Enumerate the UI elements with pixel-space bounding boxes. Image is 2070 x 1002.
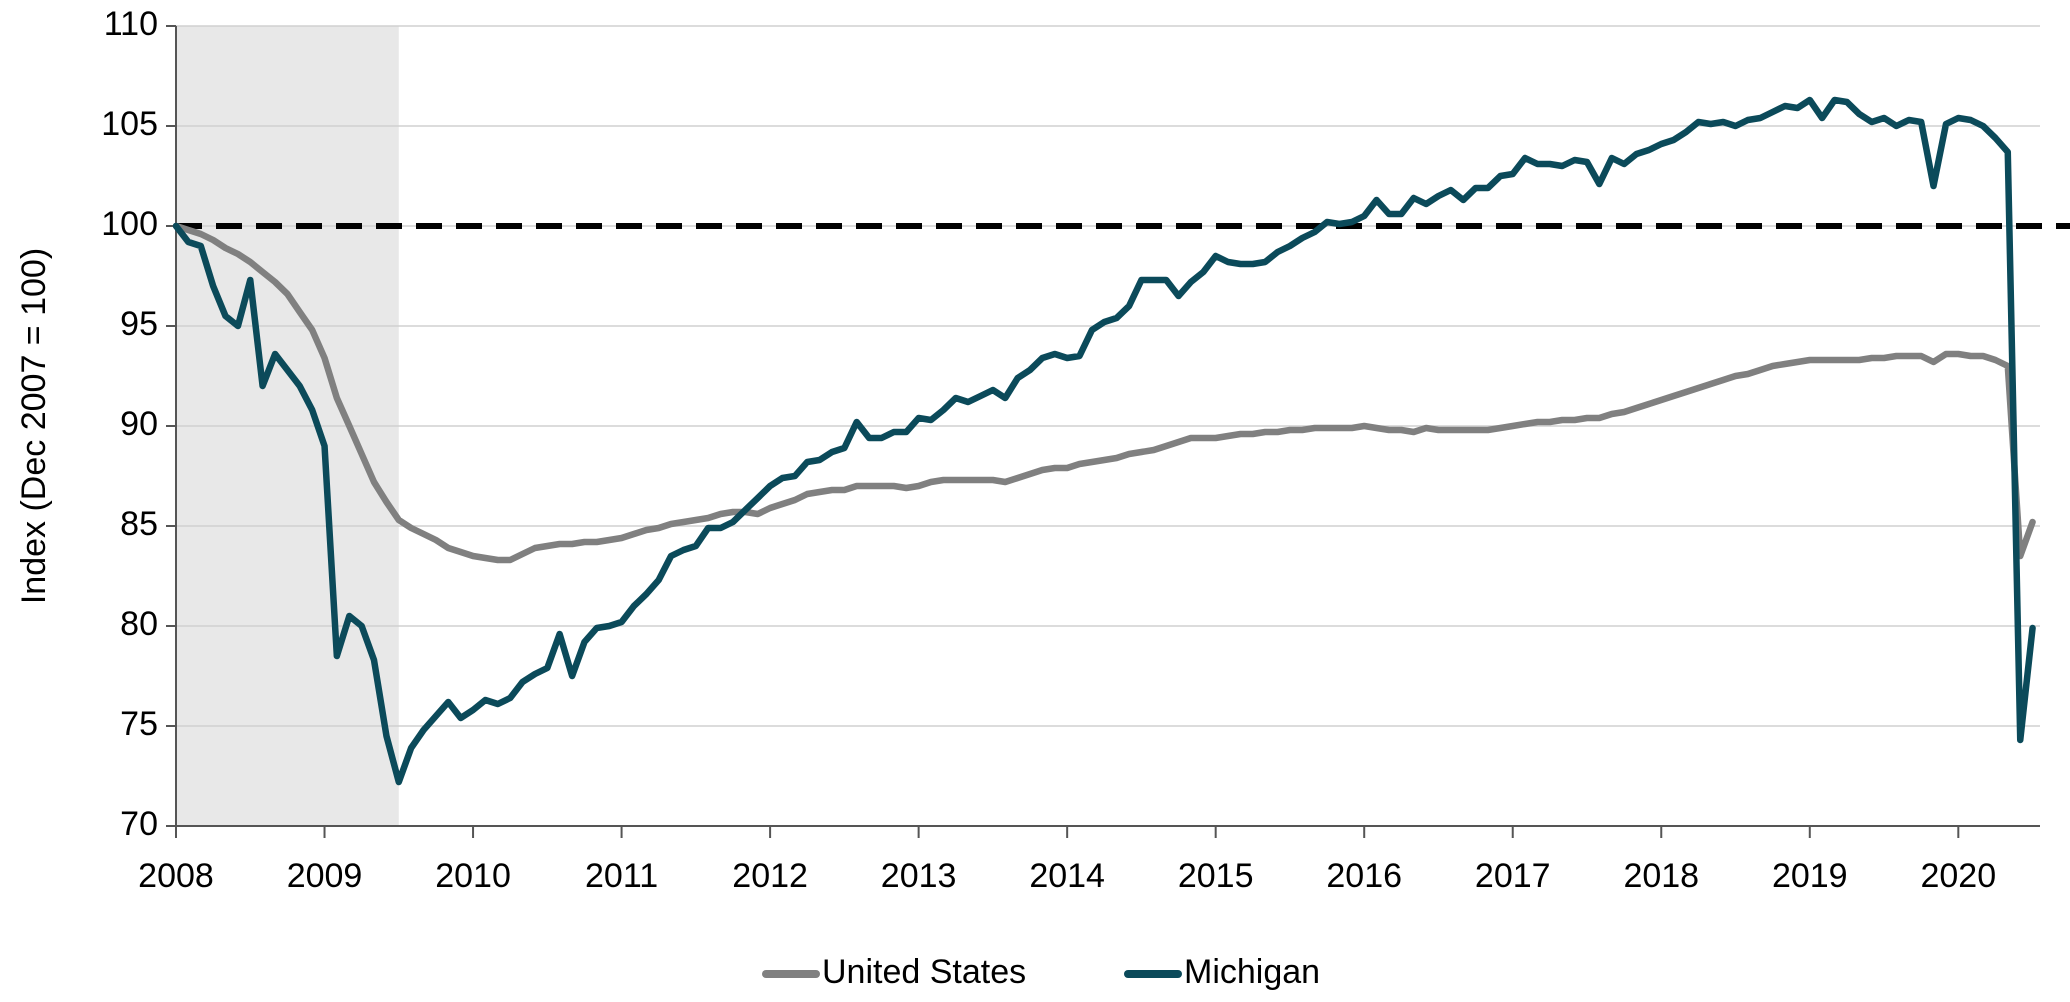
legend-label: United States [822,953,1026,991]
y-tick-label: 80 [120,605,158,643]
series-line [172,222,2036,564]
x-tick-label: 2017 [1475,857,1551,895]
series-line [172,96,2036,786]
x-tick-label: 2020 [1920,857,1996,895]
x-tick-label: 2014 [1029,857,1105,895]
x-tick-label: 2011 [585,857,658,895]
y-tick-label: 110 [104,5,158,43]
x-tick-label: 2008 [138,857,214,895]
y-tick-label: 85 [120,505,158,543]
y-tick-label: 105 [101,105,158,143]
y-tick-label: 70 [120,805,158,843]
x-tick-label: 2010 [435,857,511,895]
x-tick-label: 2012 [732,857,808,895]
y-tick-label: 75 [120,705,158,743]
y-tick-label: 90 [120,405,158,443]
x-tick-label: 2016 [1326,857,1402,895]
y-tick-label: 95 [120,305,158,343]
x-tick-label: 2019 [1772,857,1848,895]
x-tick-label: 2018 [1623,857,1699,895]
y-axis-label: Index (Dec 2007 = 100) [15,248,53,604]
x-tick-label: 2009 [287,857,363,895]
x-tick-label: 2015 [1178,857,1254,895]
legend-label: Michigan [1184,953,1320,991]
x-tick-label: 2013 [881,857,957,895]
y-tick-label: 100 [101,205,158,243]
